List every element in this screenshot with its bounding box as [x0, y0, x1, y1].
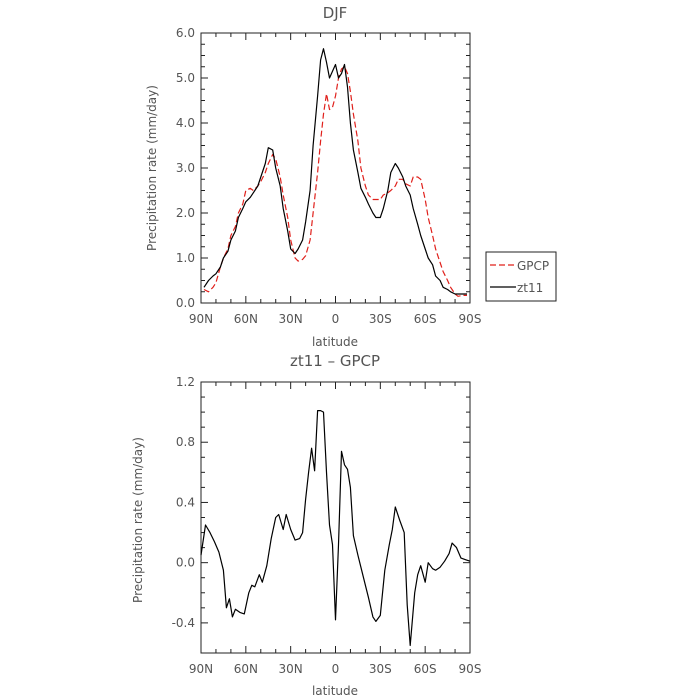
y-tick-label: 2.0	[176, 206, 195, 220]
difference-series-line	[200, 410, 471, 647]
y-tick-label: 0.4	[176, 495, 195, 509]
zt11-series-line	[203, 48, 467, 295]
x-tick-label: 90N	[189, 312, 213, 326]
y-tick-label: 1.0	[176, 251, 195, 265]
gpcp-series-line	[203, 66, 467, 297]
y-tick-label: -0.4	[172, 616, 195, 630]
y-axis-label: Precipitation rate (mm/day)	[145, 85, 159, 251]
y-tick-label: 5.0	[176, 71, 195, 85]
x-tick-label: 30N	[279, 662, 303, 676]
chart-title: zt11 – GPCP	[290, 352, 380, 370]
x-tick-label: 90S	[459, 662, 482, 676]
x-tick-label: 30S	[369, 312, 392, 326]
x-tick-label: 60N	[234, 662, 258, 676]
difference-plot-area: 90N 60N 30N 0 30S 60S 90S -0.4 0.0 0.4 0.8 1.2	[172, 375, 482, 676]
legend-label-gpcp: GPCP	[517, 259, 549, 273]
x-tick-label: 0	[332, 662, 340, 676]
legend: GPCP zt11	[485, 251, 557, 302]
x-tick-label: 60S	[414, 312, 437, 326]
x-axis-label: latitude	[312, 684, 358, 698]
x-axis-label: latitude	[312, 335, 358, 349]
y-tick-label: 4.0	[176, 116, 195, 130]
y-tick-label: 0.0	[176, 296, 195, 310]
x-tick-label: 60N	[234, 312, 258, 326]
y-tick-label: 0.8	[176, 435, 195, 449]
y-axis-label: Precipitation rate (mm/day)	[131, 437, 145, 603]
y-tick-label: 0.0	[176, 556, 195, 570]
y-tick-label: 6.0	[176, 26, 195, 40]
plot-frame	[200, 32, 471, 304]
legend-box	[485, 251, 557, 302]
x-tick-label: 60S	[414, 662, 437, 676]
djf-panel: DJF Precipitation rate (mm/day) latitude…	[145, 4, 557, 349]
chart-title: DJF	[323, 4, 348, 22]
x-tick-label: 30N	[279, 312, 303, 326]
djf-plot-area: 90N 60N 30N 0 30S 60S 90S 0.0 1.0 2.0 3.0 4.0 5.0 6.0	[176, 26, 482, 326]
y-tick-label: 1.2	[176, 375, 195, 389]
x-tick-label: 90N	[189, 662, 213, 676]
difference-panel: zt11 – GPCP Precipitation rate (mm/day) …	[131, 352, 481, 698]
x-tick-label: 30S	[369, 662, 392, 676]
legend-label-zt11: zt11	[517, 281, 543, 295]
y-tick-label: 3.0	[176, 161, 195, 175]
x-tick-label: 90S	[459, 312, 482, 326]
x-tick-label: 0	[332, 312, 340, 326]
